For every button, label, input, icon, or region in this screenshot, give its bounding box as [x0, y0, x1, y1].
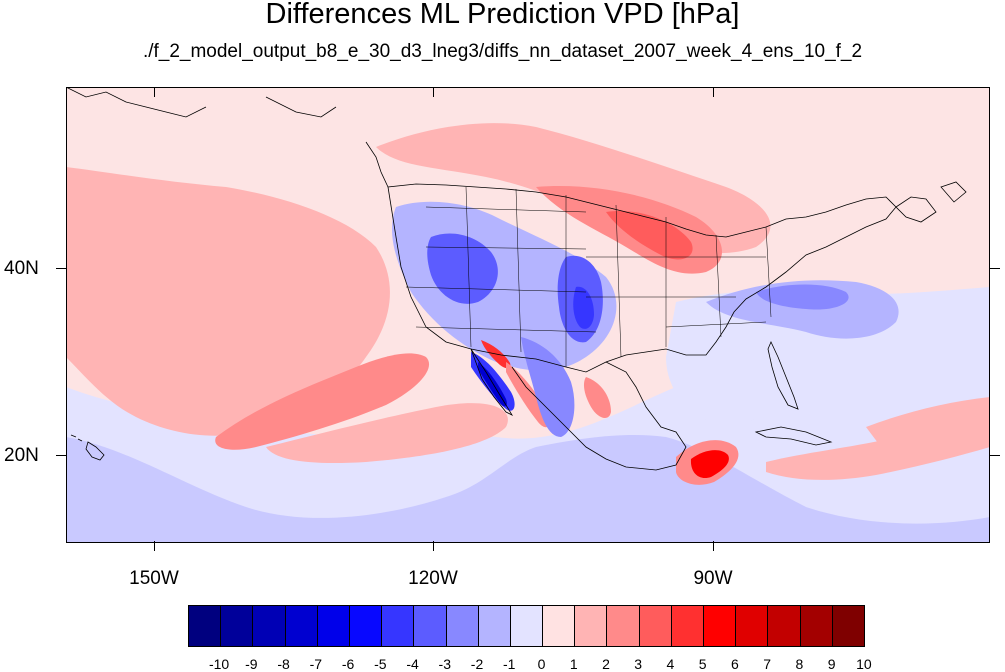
colorbar-box	[478, 606, 511, 646]
lat-label-20n: 20N	[4, 445, 39, 466]
hawaii-outline	[85, 441, 105, 461]
colorbar-label: 4	[666, 656, 675, 672]
field-region-atlantic-positive	[866, 397, 990, 447]
colorbar-box	[382, 606, 415, 646]
lon-label-90w: 90W	[693, 568, 733, 589]
field-region-central-pacific	[266, 403, 508, 464]
colorbar-label: 5	[698, 656, 707, 672]
mexico-outline	[511, 361, 687, 471]
tick-right-40n	[990, 268, 1000, 269]
field-region-pacific-positive	[66, 167, 390, 436]
tick-top-150w	[154, 87, 155, 97]
tick-top-120w	[433, 87, 434, 97]
plot-title: Differences ML Prediction VPD [hPa]	[265, 0, 740, 30]
lon-label-150w: 150W	[129, 568, 179, 589]
field-region-rockies-negative-core	[573, 286, 594, 329]
colorbar-box	[671, 606, 704, 646]
colorbar-label: -5	[374, 656, 387, 672]
field-region-gulf-negative	[666, 287, 990, 423]
colorbar-box	[768, 606, 801, 646]
colorbar-label: 1	[569, 656, 578, 672]
colorbar-label: 10	[856, 656, 872, 672]
field-region-mexico-negative	[521, 337, 575, 437]
colorbar-label: -10	[208, 656, 230, 672]
alaska-coast-north	[265, 96, 337, 118]
colorbar-box	[317, 606, 350, 646]
colorbar-box	[253, 606, 286, 646]
colorbar-box	[704, 606, 737, 646]
colorbar-box	[446, 606, 479, 646]
tick-left-40n	[56, 268, 66, 269]
coastline-overlay	[66, 87, 967, 471]
vpd-difference-map	[66, 87, 990, 543]
field-region-great-basin-negative	[427, 233, 498, 304]
state-borders	[405, 186, 772, 367]
tick-right-20n	[990, 455, 1000, 456]
florida-outline	[767, 341, 799, 410]
colorbar-label: 7	[763, 656, 772, 672]
field-region-east-negative	[706, 280, 899, 339]
tick-top-90w	[713, 87, 714, 97]
colorbar-box	[510, 606, 544, 646]
us-outline	[387, 183, 897, 373]
lat-label-40n: 40N	[4, 258, 39, 279]
field-region-mexico-east-positive	[583, 377, 611, 419]
baja-outline	[470, 348, 514, 416]
canada-east-coast	[895, 196, 937, 223]
tick-left-20n	[56, 455, 66, 456]
colorbar-box	[189, 606, 222, 646]
colorbar-label: 0	[537, 656, 546, 672]
colorbar	[188, 605, 865, 647]
colorbar-label: -6	[341, 656, 355, 672]
field-region-central-america-positive-core	[690, 450, 729, 479]
field-region-pacific-positive-band	[215, 353, 430, 450]
colorbar-box	[349, 606, 383, 646]
colorbar-box	[832, 606, 864, 646]
lon-label-120w: 120W	[408, 568, 458, 589]
newfoundland-outline	[940, 181, 967, 203]
field-region-plains-positive-core	[606, 211, 693, 260]
colorbar-label: 2	[602, 656, 610, 672]
colorbar-label: 8	[795, 656, 804, 672]
map-field-svg	[66, 87, 990, 543]
colorbar-box	[607, 606, 640, 646]
field-region-east-negative-core	[756, 284, 849, 310]
colorbar-label: -1	[503, 656, 516, 672]
colorbar-label: -8	[277, 656, 290, 672]
colorbar-box	[221, 606, 254, 646]
colorbar-box	[639, 606, 672, 646]
colorbar-box	[736, 606, 769, 646]
colorbar-box	[575, 606, 608, 646]
colorbar-box	[285, 606, 318, 646]
colorbar-label: 6	[731, 656, 739, 672]
tick-bottom-150w	[154, 541, 155, 551]
tick-bottom-120w	[433, 541, 434, 551]
plot-subtitle: ./f_2_model_output_b8_e_30_d3_lneg3/diff…	[142, 41, 863, 62]
alaska-outline	[66, 87, 207, 118]
colorbar-label: 3	[634, 656, 643, 672]
cuba-outline	[754, 426, 833, 446]
tick-bottom-90w	[713, 541, 714, 551]
colorbar-box	[414, 606, 447, 646]
canada-coast	[365, 141, 389, 188]
field-region-pacific-negative	[66, 435, 990, 543]
colorbar-label: -2	[470, 656, 484, 672]
colorbar-label: -3	[438, 656, 451, 672]
hawaii-islands	[70, 434, 83, 442]
colorbar-box	[543, 606, 576, 646]
colorbar-label: 9	[827, 656, 836, 672]
colorbar-label: -4	[406, 656, 419, 672]
colorbar-box	[800, 606, 833, 646]
colorbar-label: -9	[245, 656, 258, 672]
field-region-mexico-positive	[506, 362, 551, 428]
colorbar-label: -7	[309, 656, 323, 672]
